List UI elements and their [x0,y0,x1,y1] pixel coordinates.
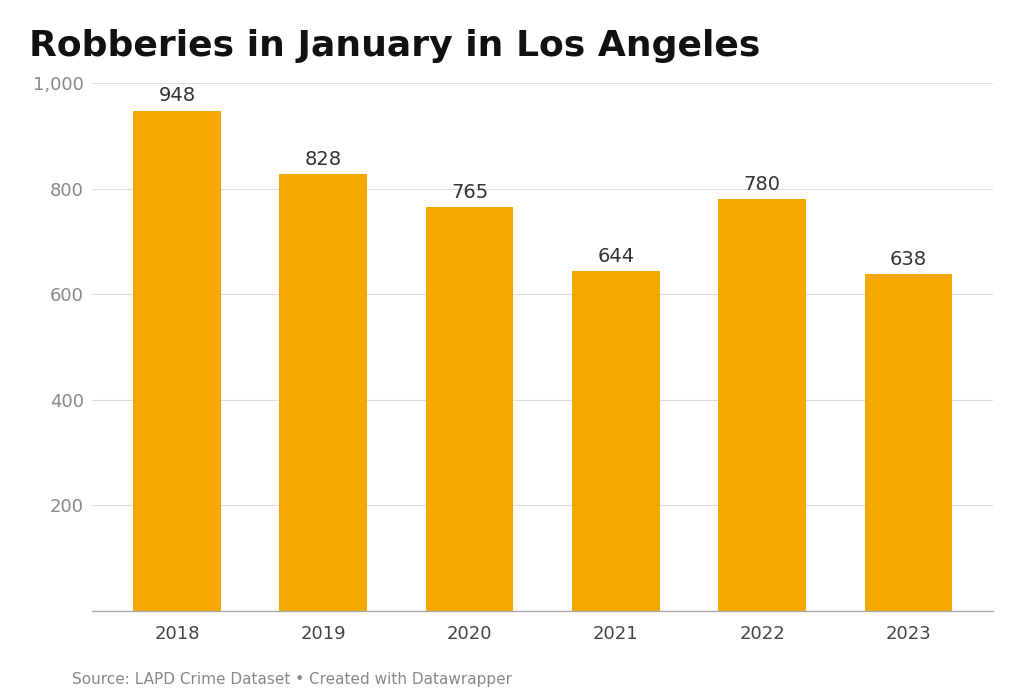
Text: 644: 644 [597,247,635,266]
Bar [280,174,368,611]
Bar [572,271,659,611]
Text: 765: 765 [451,183,488,202]
Text: 780: 780 [743,175,780,194]
Text: Source: LAPD Crime Dataset • Created with Datawrapper: Source: LAPD Crime Dataset • Created wit… [72,672,512,686]
Bar [718,199,806,611]
Text: 638: 638 [890,250,927,269]
Bar [133,111,221,611]
Bar [864,274,952,611]
Text: 828: 828 [305,150,342,169]
Text: 948: 948 [159,87,196,105]
Bar [426,208,513,611]
Text: Robberies in January in Los Angeles: Robberies in January in Los Angeles [29,28,761,62]
